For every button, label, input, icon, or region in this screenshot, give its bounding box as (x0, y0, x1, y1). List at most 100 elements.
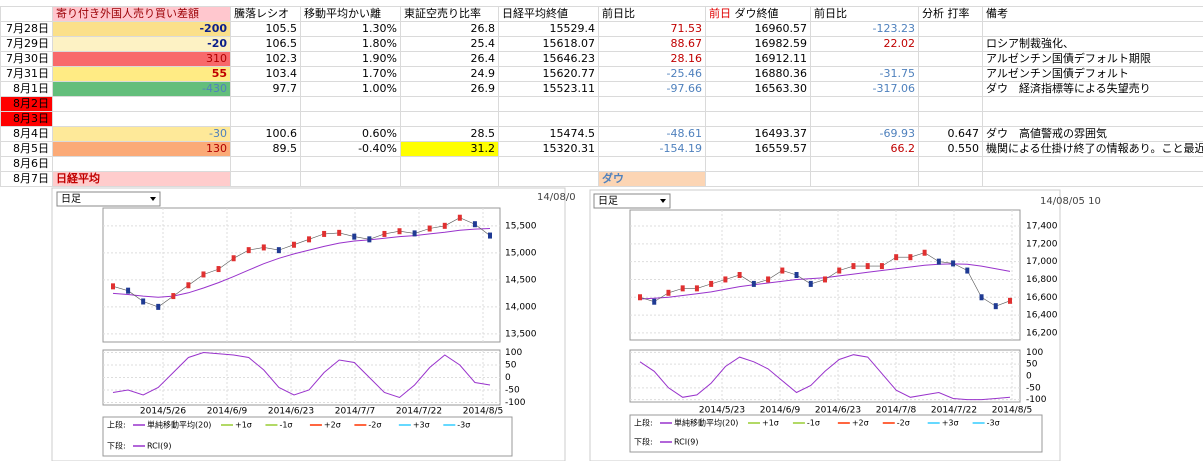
cell: 106.5 (230, 36, 301, 52)
cell (810, 111, 919, 127)
rci-tick-label: -50 (1026, 383, 1041, 393)
cell: 1.70% (300, 66, 401, 82)
table-row: 8月2日 (0, 96, 1203, 112)
cell: 100.6 (230, 126, 301, 142)
cell: -317.06 (810, 81, 919, 97)
legend-box (629, 414, 1043, 453)
header-row: 寄り付き外国人売り買い差額 騰落レシオ 移動平均かい離 東証空売り比率 日経平均終値 前日… (0, 6, 1203, 22)
cell: -30 (52, 126, 231, 142)
candle (680, 285, 685, 292)
cell: ダウ (598, 171, 706, 187)
cell (498, 171, 599, 187)
table-row: 8月6日 (0, 156, 1203, 172)
candle (908, 254, 913, 261)
header-cell: 前日比 (598, 6, 706, 22)
legend-item: -1σ (807, 419, 820, 428)
cell: アルゼンチン国債デフォルト (982, 66, 1203, 82)
close-line (112, 217, 491, 308)
cell (400, 111, 499, 127)
legend-item: -1σ (279, 421, 292, 430)
cell: 22.02 (810, 36, 919, 52)
cell: -123.23 (810, 21, 919, 37)
rci-line (639, 354, 1011, 401)
cell: 1.30% (300, 21, 401, 37)
y-tick-label: 17,000 (1026, 257, 1058, 267)
candle (652, 298, 657, 305)
cell: 102.3 (230, 51, 301, 67)
candle (307, 236, 312, 243)
cell: 日経平均 (52, 171, 231, 187)
cell: -430 (52, 81, 231, 97)
x-tick-label: 2014/6/23 (268, 407, 314, 417)
table-row: 7月28日 -200 105.5 1.30% 26.8 15529.4 71.53 16960… (0, 21, 1203, 37)
cell (810, 96, 919, 112)
cell: 15620.77 (498, 66, 599, 82)
date-cell: 7月30日 (0, 51, 53, 67)
y-tick-label: 17,400 (1026, 222, 1058, 232)
plot-area (102, 207, 501, 343)
cell: 16559.57 (705, 141, 811, 157)
cell (400, 96, 499, 112)
legend-label: 上段: (107, 420, 126, 430)
candle (694, 285, 699, 292)
sheet-table: 寄り付き外国人売り買い差額 騰落レシオ 移動平均かい離 東証空売り比率 日経平均終値 前日… (0, 6, 1203, 187)
y-tick-label: 15,000 (505, 248, 537, 258)
cell: 15320.31 (498, 141, 599, 157)
date-cell: 8月7日 (0, 171, 53, 187)
header-cell: 東証空売り比率 (400, 6, 499, 22)
dropdown-text: 日足 (598, 195, 618, 207)
table-row: 8月7日 日経平均 ダウ (0, 171, 1203, 187)
candle (851, 263, 856, 270)
cell (918, 156, 983, 172)
cell (705, 96, 811, 112)
cell: 66.2 (810, 141, 919, 157)
table-row: 7月30日 310 102.3 1.90% 26.4 15646.23 28.16 16912… (0, 51, 1203, 67)
date-cell: 7月28日 (0, 21, 53, 37)
cell: 26.9 (400, 81, 499, 97)
cell (918, 21, 983, 37)
cell (498, 96, 599, 112)
cell: 55 (52, 66, 231, 82)
candle (126, 287, 131, 294)
legend-item: 単純移動平均(20) (147, 420, 211, 430)
x-tick-label: 2014/7/22 (931, 406, 977, 416)
header-text: ダウ終値 (734, 7, 779, 21)
candle (1008, 297, 1012, 304)
cell: 16982.59 (705, 36, 811, 52)
cell (810, 156, 919, 172)
cell: ロシア制裁強化、 (982, 36, 1203, 52)
cell (918, 36, 983, 52)
header-text: 前日 (709, 7, 731, 21)
cell: 97.7 (230, 81, 301, 97)
x-tick-label: 2014/7/8 (876, 406, 917, 416)
table-row: 8月5日 130 89.5 -0.40% 31.2 15320.31 -154.19 1655… (0, 141, 1203, 157)
y-tick-label: 16,800 (1026, 275, 1058, 285)
cell: 25.4 (400, 36, 499, 52)
cell (918, 66, 983, 82)
date-cell: 7月31日 (0, 66, 53, 82)
cell (52, 156, 231, 172)
cell: -20 (52, 36, 231, 52)
header-cell: 備考 (982, 6, 1203, 22)
candle (457, 214, 462, 221)
cell: アルゼンチン国債デフォルト期限 (982, 51, 1203, 67)
candle (865, 263, 870, 270)
y-tick-label: 14,500 (505, 275, 537, 285)
cell: 71.53 (598, 21, 706, 37)
plot-area (629, 209, 1021, 341)
candle (794, 272, 799, 278)
candle (965, 267, 970, 274)
cell: -48.61 (598, 126, 706, 142)
candle (291, 241, 296, 248)
cell: 16880.36 (705, 66, 811, 82)
header-cell: 騰落レシオ (230, 6, 301, 22)
y-tick-label: 16,400 (1026, 311, 1058, 321)
table-row: 7月29日 -20 106.5 1.80% 25.4 15618.07 88.67 16982… (0, 36, 1203, 52)
y-tick-label: 15,500 (505, 221, 537, 231)
candle (367, 236, 372, 243)
candle (412, 230, 417, 237)
cell: 310 (52, 51, 231, 67)
cell (230, 156, 301, 172)
